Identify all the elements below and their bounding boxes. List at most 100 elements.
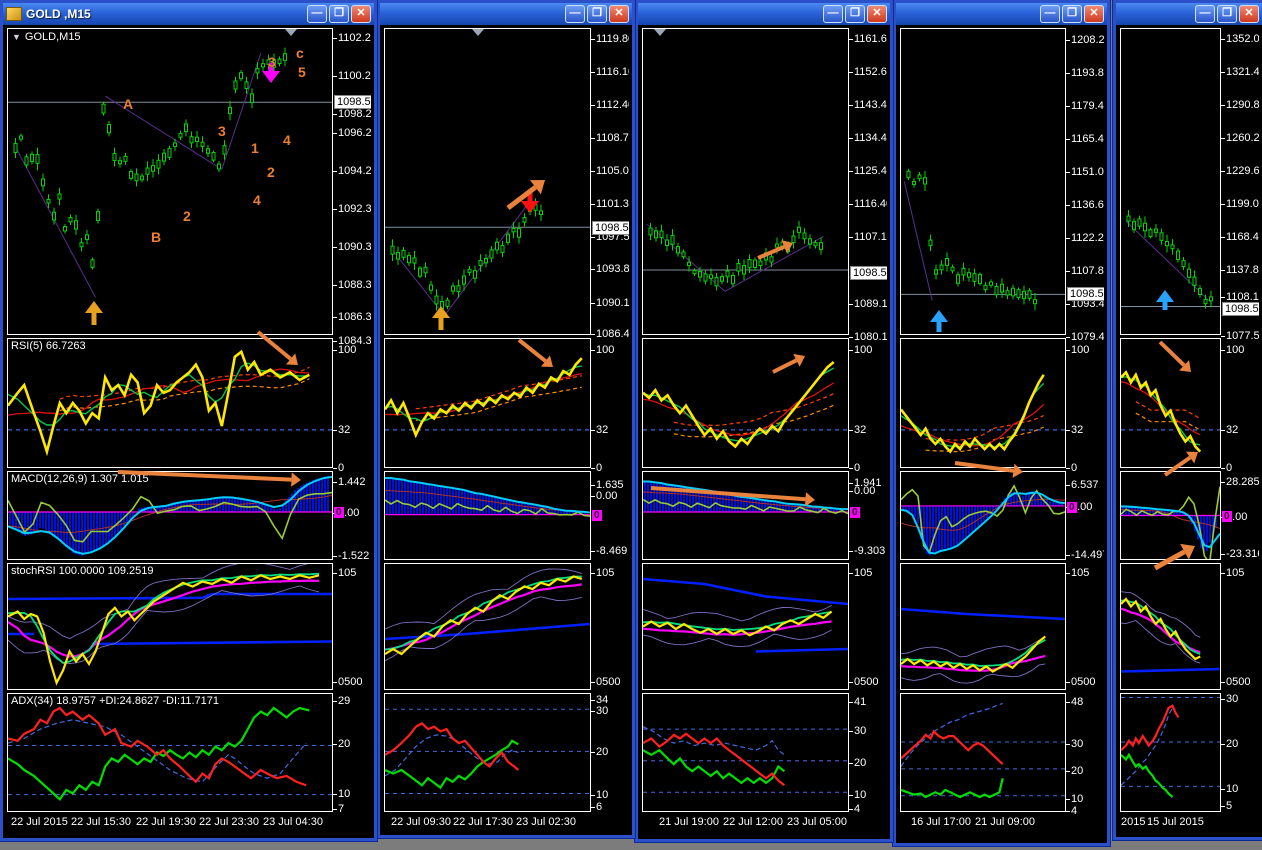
stoch-panel[interactable] (384, 563, 591, 690)
price-panel[interactable] (384, 28, 591, 335)
stoch-panel[interactable] (7, 560, 333, 690)
candlestick (140, 175, 144, 181)
candlestick (46, 198, 51, 204)
stoch-panel-plot (900, 607, 1066, 684)
rsi-axis-label: 0 (854, 462, 861, 474)
candlestick (35, 154, 40, 164)
adx-panel-plot (7, 706, 332, 801)
time-axis-label: 22 Jul 17:30 (453, 816, 513, 828)
titlebar[interactable]: — ❐ ✕ (638, 3, 890, 25)
candlestick (939, 264, 944, 271)
wave-label: c (296, 45, 304, 61)
candlestick (906, 170, 911, 179)
macd-zero-badge: 0 (1067, 502, 1077, 513)
candlestick (151, 165, 155, 172)
macd-panel[interactable] (1120, 471, 1221, 566)
candlestick (1159, 232, 1164, 241)
candlestick (786, 243, 790, 252)
wave-label: 1 (251, 140, 259, 156)
adx-axis-label: 4 (1071, 805, 1078, 817)
minimize-button[interactable]: — (307, 5, 327, 23)
candlestick (1027, 290, 1032, 299)
adx-panel[interactable] (384, 693, 591, 812)
macd-zero-badge: 0 (1222, 511, 1232, 522)
macd-panel[interactable] (642, 471, 849, 560)
candlestick (533, 204, 538, 211)
macd-panel[interactable] (900, 471, 1066, 560)
macd-panel-plot (384, 477, 591, 517)
titlebar[interactable]: — ❐ ✕ (1116, 3, 1262, 25)
close-button[interactable]: ✕ (1084, 5, 1104, 23)
wave-label: 2 (267, 164, 275, 180)
titlebar[interactable]: — ❐ ✕ (896, 3, 1107, 25)
rsi-axis-label: 0 (1226, 462, 1233, 474)
candlestick (1198, 287, 1202, 295)
rsi-panel[interactable] (1120, 338, 1221, 468)
candlestick (709, 274, 713, 279)
rsi-panel[interactable] (899, 338, 1066, 468)
maximize-button[interactable]: ❐ (845, 5, 865, 23)
rsi-panel[interactable] (383, 338, 591, 468)
maximize-button[interactable]: ❐ (329, 5, 349, 23)
candlestick (13, 143, 18, 153)
rsi-axis-label: 32 (1071, 424, 1084, 436)
close-button[interactable]: ✕ (867, 5, 887, 23)
maximize-button[interactable]: ❐ (587, 5, 607, 23)
adx-panel-plot (384, 708, 590, 794)
candlestick (989, 281, 993, 286)
macd-axis-label: 1.941 (854, 477, 882, 489)
stoch-panel[interactable] (900, 563, 1066, 690)
close-button[interactable]: ✕ (351, 5, 371, 23)
rsi-panel[interactable] (642, 338, 849, 468)
minimize-button[interactable]: — (1040, 5, 1060, 23)
stoch-panel[interactable] (642, 563, 849, 690)
price-axis-label: 1321.40 (1226, 66, 1259, 78)
candlestick (261, 63, 265, 68)
rsi-panel[interactable] (6, 338, 333, 468)
rsi-axis-label: 32 (1226, 424, 1239, 436)
macd-axis-label: -8.469 (596, 545, 628, 557)
current-price-box: 1098.59 (592, 221, 629, 235)
candlestick (1143, 222, 1147, 232)
close-button[interactable]: ✕ (1239, 5, 1259, 23)
candlestick (167, 148, 172, 158)
adx-panel[interactable] (1120, 693, 1221, 812)
candlestick (648, 227, 653, 236)
rsi-panel-plot (899, 374, 1065, 454)
macd-panel[interactable] (384, 471, 591, 560)
candlestick (467, 268, 472, 273)
macd-zero-badge: 0 (592, 510, 602, 521)
maximize-button[interactable]: ❐ (1217, 5, 1237, 23)
price-panel[interactable] (1120, 28, 1221, 335)
current-price-box: 1098.59 (850, 266, 887, 280)
adx-panel[interactable] (642, 693, 849, 812)
minimize-button[interactable]: — (1195, 5, 1215, 23)
minimize-button[interactable]: — (823, 5, 843, 23)
titlebar[interactable]: — ❐ ✕ (380, 3, 632, 25)
wave-label: 3 (268, 54, 276, 70)
price-axis-label: 1179.40 (1071, 100, 1104, 112)
time-axis-label: 16 Jul 17:00 (911, 816, 971, 828)
time-axis-label: 15 Jul 2015 (1147, 816, 1204, 828)
candlestick (396, 251, 400, 260)
price-panel[interactable] (642, 28, 849, 335)
adx-axis-label: 30 (1071, 738, 1084, 750)
candlestick (90, 259, 95, 268)
price-panel[interactable] (7, 28, 333, 335)
price-panel[interactable] (900, 28, 1066, 335)
titlebar[interactable]: GOLD ,M15 — ❐ ✕ (3, 3, 374, 25)
adx-panel[interactable] (900, 693, 1066, 812)
chart-client: RSI(5) 66.7263 MACD(12,26,9) 1.307 1.015 s… (6, 25, 371, 835)
adx-panel[interactable] (7, 693, 333, 812)
wave-label: 3 (218, 123, 226, 139)
maximize-button[interactable]: ❐ (1062, 5, 1082, 23)
minimize-button[interactable]: — (565, 5, 585, 23)
candlestick (63, 226, 67, 232)
symbol-label[interactable]: ▼ GOLD,M15 (12, 31, 81, 43)
candlestick (994, 285, 999, 296)
stoch-panel-plot (384, 568, 591, 662)
stoch-panel[interactable] (1120, 563, 1221, 690)
close-button[interactable]: ✕ (609, 5, 629, 23)
candlestick (819, 242, 823, 251)
macd-axis-label: 1.442 (338, 476, 366, 488)
